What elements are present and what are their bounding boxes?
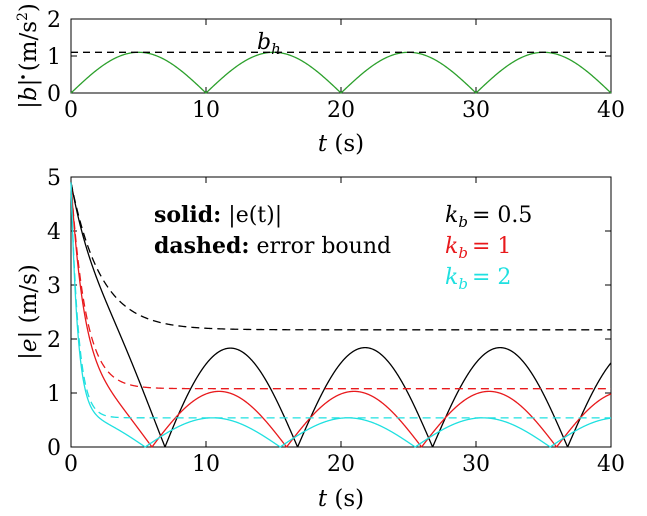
bottom-ytick-label: 2 (47, 328, 61, 353)
bottom-y-axis-label: |e| (m/s) (16, 264, 42, 360)
bottom-ytick-label: 3 (47, 274, 61, 299)
bottom-ytick-label: 5 (47, 166, 61, 191)
top-chart: 0 10 20 30 40 0 1 2 bh t (s) |b| (m/s2) (15, 3, 625, 157)
top-x-tick-labels: 0 10 20 30 40 (64, 98, 625, 123)
top-xtick-label: 20 (327, 98, 355, 123)
top-xtick-label: 40 (597, 98, 625, 123)
legend-dashed-line: dashed: error bound (154, 233, 391, 259)
legend-kb-1: kb = 1 (445, 234, 511, 262)
top-y-tick-labels: 0 1 2 (47, 8, 61, 107)
top-x-axis-label: t (s) (318, 131, 364, 157)
bottom-plot-frame (70, 176, 612, 448)
top-ytick-label: 2 (47, 8, 61, 33)
bottom-ytick-label: 0 (47, 436, 61, 461)
bottom-ytick-label: 4 (47, 220, 61, 245)
bottom-xtick-label: 30 (462, 452, 490, 477)
top-series (70, 51, 612, 94)
top-xtick-label: 30 (462, 98, 490, 123)
bound-dashed-kb-1 (70, 182, 611, 390)
top-y-label-dot (21, 75, 25, 79)
bottom-y-tick-labels: 0 1 2 3 4 5 (47, 166, 61, 461)
bottom-xtick-label: 20 (327, 452, 355, 477)
legend-solid-line: solid: |e(t)| (154, 202, 282, 228)
bound-dashed-kb-0 (70, 182, 611, 331)
bottom-ticks (70, 176, 612, 448)
top-ytick-label: 1 (47, 45, 61, 70)
error-solid-kb-1 (70, 182, 612, 449)
bottom-xtick-label: 0 (64, 452, 78, 477)
error-solid-kb-2 (70, 182, 612, 448)
top-ticks (70, 18, 612, 94)
top-bdot-curve (70, 51, 612, 94)
bottom-series (70, 182, 612, 449)
bound-dashed-kb-2 (70, 182, 611, 419)
top-xtick-label: 10 (192, 98, 220, 123)
top-annotation-bh: bh (257, 30, 281, 58)
bottom-ytick-label: 1 (47, 382, 61, 407)
legend-kb-2: kb = 2 (445, 265, 511, 293)
bottom-xtick-label: 40 (597, 452, 625, 477)
bottom-chart: 0 10 20 30 40 0 1 2 3 4 5 solid: |e(t)| dashed: e… (16, 166, 625, 512)
bottom-xtick-label: 10 (192, 452, 220, 477)
bottom-x-axis-label: t (s) (318, 486, 364, 512)
bottom-x-tick-labels: 0 10 20 30 40 (64, 452, 625, 477)
top-plot-frame (70, 18, 612, 94)
top-y-axis-label: |b| (m/s2) (15, 3, 42, 109)
top-xtick-label: 0 (64, 98, 78, 123)
legend-kb-0-5: kb = 0.5 (445, 203, 532, 231)
top-ytick-label: 0 (47, 82, 61, 107)
